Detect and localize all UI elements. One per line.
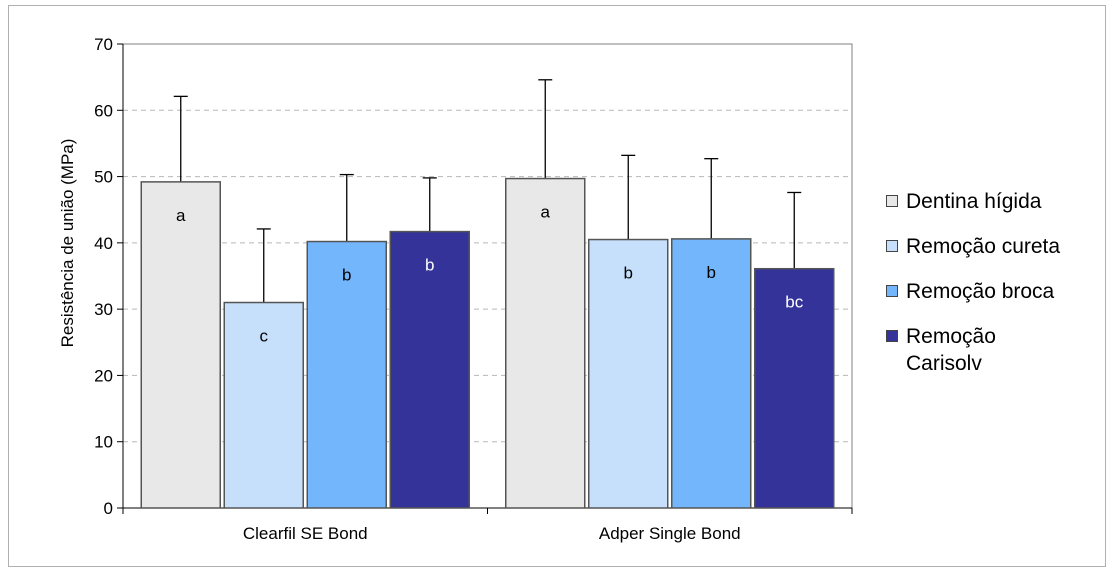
y-tick-label: 30: [94, 300, 113, 319]
y-tick-label: 40: [94, 234, 113, 253]
bar: [140, 181, 221, 509]
y-tick-label: 60: [94, 101, 113, 120]
legend-swatch: [886, 240, 898, 252]
bar-letter-label: b: [624, 264, 633, 283]
y-tick-label: 0: [104, 499, 113, 518]
y-tick-label: 20: [94, 366, 113, 385]
legend-item: Dentina hígida: [886, 188, 1111, 215]
legend-label: Remoção cureta: [906, 235, 1061, 258]
bar: [223, 301, 304, 509]
bar: [505, 177, 586, 509]
legend-item: Remoção Carisolv: [886, 323, 1111, 377]
bar-letter-label: b: [707, 263, 716, 282]
legend-swatch: [886, 195, 898, 207]
bar-letter-label: a: [176, 206, 186, 225]
bar: [306, 240, 387, 509]
legend-item: Remoção cureta: [886, 233, 1111, 260]
bar: [671, 238, 752, 509]
bar-letter-label: c: [260, 327, 269, 346]
bar-letter-label: b: [342, 266, 351, 285]
legend-label: Remoção Carisolv: [906, 325, 996, 375]
bar: [588, 238, 669, 509]
y-axis-label: Resistência de união (MPa): [58, 139, 77, 348]
x-category-label: Clearfil SE Bond: [243, 524, 368, 543]
y-tick-label: 10: [94, 433, 113, 452]
legend-swatch: [886, 330, 898, 342]
bar-letter-label: a: [541, 203, 551, 222]
legend: Dentina hígida Remoção cureta Remoção broc…: [886, 188, 1111, 395]
y-tick-label: 50: [94, 168, 113, 187]
plot-area: 0 10 20 30 40 50 60 70 a c b b Clearfil SE Bond a b b bc…: [94, 35, 853, 543]
bar-letter-label: bc: [785, 293, 803, 312]
x-category-label: Adper Single Bond: [599, 524, 741, 543]
bar: [389, 230, 470, 509]
bar-letter-label: b: [425, 256, 434, 275]
legend-item: Remoção broca: [886, 278, 1111, 305]
y-tick-label: 70: [94, 35, 113, 54]
legend-label: Remoção broca: [906, 280, 1055, 303]
bar: [754, 267, 835, 509]
legend-label: Dentina hígida: [906, 190, 1042, 213]
legend-swatch: [886, 285, 898, 297]
